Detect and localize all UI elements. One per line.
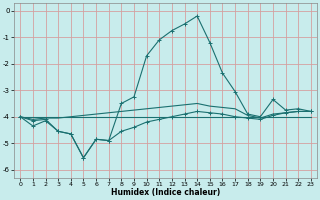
X-axis label: Humidex (Indice chaleur): Humidex (Indice chaleur): [111, 188, 220, 197]
